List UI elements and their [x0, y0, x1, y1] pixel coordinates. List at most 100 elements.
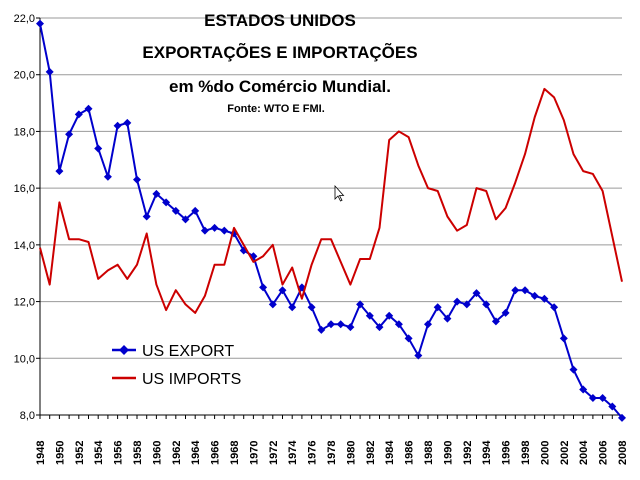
data-point: [162, 198, 171, 207]
mouse-cursor: [334, 184, 345, 202]
data-point: [472, 289, 481, 298]
y-tick-label: 20,0: [14, 70, 35, 82]
y-tick-label: 12,0: [14, 297, 35, 309]
data-point: [559, 334, 568, 343]
x-tick-label: 1950: [54, 441, 66, 465]
data-point: [511, 286, 520, 295]
x-tick-label: 1994: [481, 440, 493, 465]
data-point: [598, 393, 607, 402]
y-tick-label: 18,0: [14, 126, 35, 138]
data-point: [268, 300, 277, 309]
data-point: [618, 413, 626, 422]
legend-imports-label: US IMPORTS: [142, 371, 241, 388]
x-tick-label: 1968: [229, 441, 241, 465]
x-tick-label: 1960: [151, 441, 163, 465]
data-point: [394, 320, 403, 329]
data-point: [181, 215, 190, 224]
data-point: [365, 311, 374, 320]
y-tick-label: 14,0: [14, 240, 35, 252]
grid: [40, 17, 622, 359]
legend-export-label: US EXPORT: [142, 343, 234, 360]
x-tick-label: 1980: [345, 441, 357, 465]
x-tick-label: 2008: [617, 441, 629, 465]
data-point: [317, 325, 326, 334]
series-layer: [36, 19, 626, 422]
data-point: [336, 320, 345, 329]
data-point: [65, 130, 74, 139]
data-point: [482, 300, 491, 309]
x-tick-label: 1998: [520, 441, 532, 465]
data-point: [171, 206, 180, 215]
legend: US EXPORT US IMPORTS: [112, 343, 241, 388]
data-point: [113, 121, 122, 130]
y-tick-label: 22,0: [14, 13, 35, 25]
data-point: [123, 118, 132, 127]
series-line-us-imports: [39, 87, 623, 314]
chart-subtitle-line-2: em %do Comércio Mundial.: [169, 77, 391, 96]
x-tick-label: 1970: [248, 441, 260, 465]
data-point: [453, 297, 462, 306]
axes: [36, 17, 623, 419]
data-point: [200, 226, 209, 235]
data-point: [540, 294, 549, 303]
x-tick-label: 1966: [210, 441, 222, 465]
data-point: [74, 110, 83, 119]
x-tick-label: 1962: [171, 441, 183, 465]
data-point: [288, 303, 297, 312]
data-point: [84, 104, 93, 113]
data-point: [45, 67, 54, 76]
data-point: [433, 303, 442, 312]
data-point: [385, 311, 394, 320]
data-point: [220, 226, 229, 235]
x-tick-label: 1972: [268, 441, 280, 465]
data-point: [414, 351, 423, 360]
x-tick-label: 1954: [93, 440, 105, 465]
x-tick-label: 1990: [442, 441, 454, 465]
data-point: [462, 300, 471, 309]
data-point: [327, 320, 335, 329]
data-point: [443, 314, 452, 323]
x-tick-label: 1986: [404, 441, 416, 465]
x-tick-label: 1976: [307, 441, 319, 465]
data-point: [550, 303, 559, 312]
data-point: [307, 303, 316, 312]
x-tick-label: 1978: [326, 441, 338, 465]
data-point: [55, 167, 64, 176]
x-tick-label: 2002: [559, 441, 571, 465]
x-tick-label: 1984: [384, 440, 396, 465]
y-tick-label: 10,0: [14, 353, 35, 365]
x-tick-label: 1974: [287, 440, 299, 465]
data-point: [569, 365, 578, 374]
x-tick-label: 1952: [74, 441, 86, 465]
data-point: [579, 385, 588, 394]
chart-source: Fonte: WTO E FMI.: [227, 103, 325, 115]
data-point: [588, 393, 597, 402]
x-tick-label: 1958: [132, 441, 144, 465]
x-tick-label: 1948: [35, 441, 47, 465]
data-point: [424, 320, 432, 329]
data-point: [346, 323, 355, 332]
x-tick-label: 1992: [462, 441, 474, 465]
data-point: [210, 223, 219, 232]
data-point: [142, 212, 151, 221]
data-point: [259, 283, 268, 292]
x-tick-label: 1996: [501, 441, 513, 465]
data-point: [103, 172, 112, 181]
data-point: [133, 175, 141, 184]
data-point: [152, 189, 161, 198]
x-tick-label: 2006: [598, 441, 610, 465]
x-tick-label: 1982: [365, 441, 377, 465]
data-point: [608, 402, 617, 411]
y-tick-label: 8,0: [20, 410, 35, 422]
data-point: [191, 206, 200, 215]
x-tick-label: 1956: [113, 441, 125, 465]
y-tick-labels: 8,0 10,0 12,0 14,0 16,0 18,0 20,0 22,0: [14, 13, 35, 422]
data-point: [530, 291, 539, 300]
chart-subtitle-line-1: EXPORTAÇÕES E IMPORTAÇÕES: [142, 42, 417, 62]
x-tick-label: 1988: [423, 441, 435, 465]
data-point: [94, 144, 103, 153]
y-tick-label: 16,0: [14, 183, 35, 195]
data-point: [375, 323, 384, 332]
x-tick-label: 2004: [578, 440, 590, 465]
data-point: [278, 286, 287, 295]
